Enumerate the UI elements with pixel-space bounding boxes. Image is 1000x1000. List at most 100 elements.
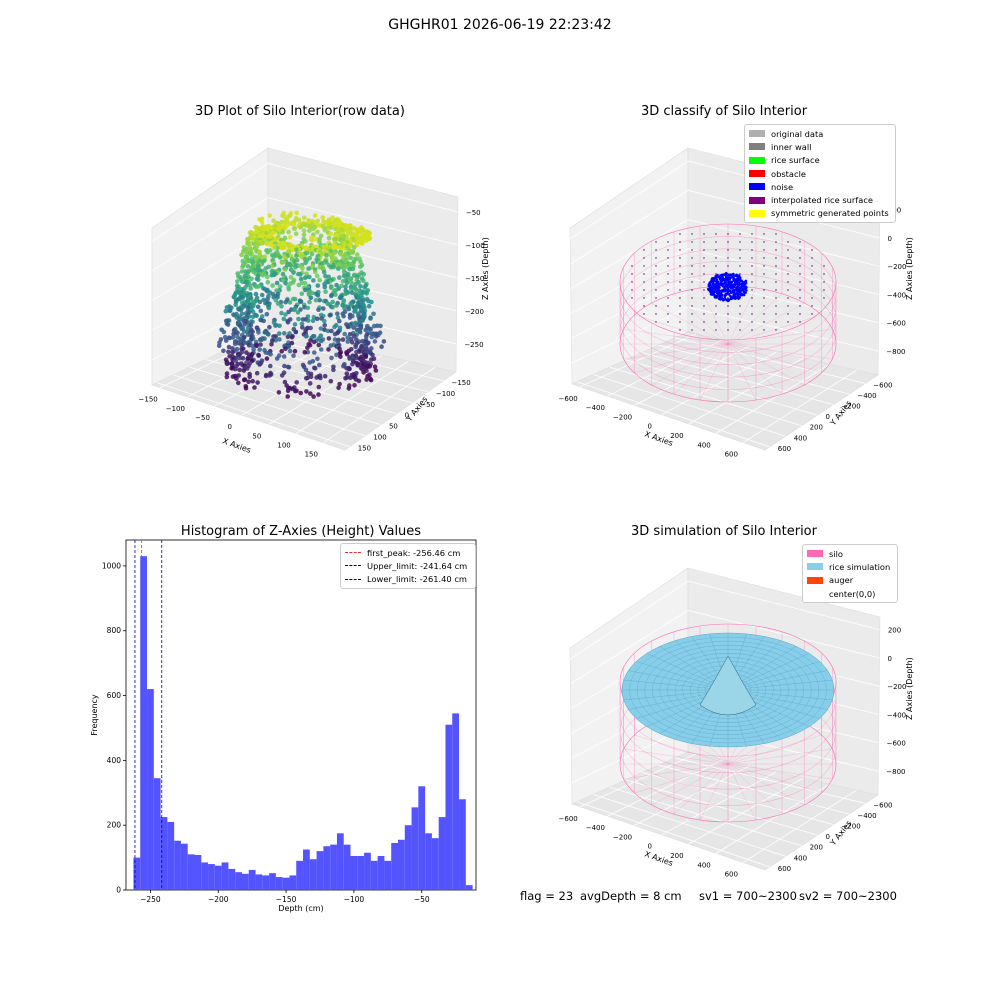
p2-grid-point bbox=[679, 297, 681, 299]
p1-point bbox=[259, 337, 264, 343]
p1-point bbox=[352, 309, 357, 314]
p1-point bbox=[281, 354, 287, 359]
p2-ztick: −800 bbox=[886, 348, 905, 356]
p2-grid-point bbox=[715, 257, 717, 259]
p2-grid-point bbox=[751, 297, 753, 299]
p1-point bbox=[229, 366, 234, 371]
p1-point bbox=[245, 241, 250, 247]
p2-grid-point bbox=[703, 289, 705, 291]
p1-point bbox=[285, 334, 291, 340]
p2-xtick: −400 bbox=[586, 404, 605, 412]
p2-grid-point bbox=[811, 257, 813, 259]
p2-grid-point bbox=[691, 289, 693, 291]
p2-noise-point bbox=[720, 274, 724, 277]
p2-grid-point bbox=[727, 321, 729, 323]
p2-noise-point bbox=[712, 290, 715, 294]
p2-grid-point bbox=[655, 313, 657, 315]
p1-point bbox=[227, 308, 232, 314]
p2-noise-point bbox=[714, 286, 718, 290]
p1-point bbox=[368, 316, 373, 321]
p1-point bbox=[337, 295, 343, 301]
p1-point bbox=[295, 310, 301, 315]
p1-point bbox=[372, 339, 378, 344]
p1-point bbox=[286, 365, 292, 370]
p1-point bbox=[267, 213, 272, 218]
p1-point bbox=[307, 274, 312, 280]
p1-point bbox=[241, 377, 247, 383]
p1-point bbox=[341, 266, 347, 271]
p2-grid-point bbox=[691, 281, 693, 283]
p4-ztick: −400 bbox=[887, 711, 906, 719]
p1-point bbox=[324, 260, 329, 265]
p1-point bbox=[311, 278, 316, 283]
p4-xtick: 600 bbox=[725, 871, 738, 879]
p1-point bbox=[255, 304, 261, 310]
p1-point bbox=[315, 218, 321, 224]
p1-point bbox=[282, 214, 288, 220]
p1-point bbox=[248, 252, 253, 257]
status-avg-depth: avgDepth = 8 cm bbox=[580, 889, 682, 903]
p1-point-cloud bbox=[216, 210, 387, 399]
p2-grid-point bbox=[691, 241, 693, 243]
p2-grid-point bbox=[751, 313, 753, 315]
p2-noise-point bbox=[729, 297, 732, 301]
p1-point bbox=[244, 250, 249, 256]
p1-point bbox=[283, 267, 288, 272]
p2-grid-point bbox=[775, 329, 777, 331]
p2-noise-point bbox=[723, 280, 727, 283]
p1-point bbox=[368, 326, 374, 332]
p1-point bbox=[328, 285, 334, 291]
p4-rice-surface bbox=[621, 632, 835, 748]
p1-point bbox=[333, 245, 339, 251]
p2-grid-point bbox=[775, 233, 777, 235]
p1-point bbox=[329, 293, 334, 299]
p1-point bbox=[243, 385, 249, 391]
p2-grid-point bbox=[763, 305, 765, 307]
p1-point bbox=[233, 366, 238, 372]
p2-grid-point bbox=[679, 233, 681, 235]
p2-noise-point bbox=[724, 277, 727, 281]
p2-grid-point bbox=[715, 265, 717, 267]
p1-point bbox=[366, 303, 372, 309]
p2-grid-point bbox=[811, 273, 813, 275]
p1-point bbox=[298, 276, 304, 282]
p1-grid-y bbox=[173, 374, 366, 437]
p1-point bbox=[255, 380, 260, 385]
p2-grid-point bbox=[799, 241, 801, 243]
p1-point bbox=[287, 348, 293, 354]
p2-noise-point bbox=[727, 280, 731, 283]
p1-point bbox=[305, 345, 310, 351]
p1-point bbox=[240, 264, 245, 270]
p1-point bbox=[334, 352, 339, 358]
p2-grid-point bbox=[823, 281, 825, 283]
p1-point bbox=[329, 355, 334, 361]
p2-grid-point bbox=[751, 249, 753, 251]
p1-point bbox=[237, 367, 242, 373]
p2-grid-point bbox=[763, 265, 765, 267]
p2-grid-point bbox=[691, 273, 693, 275]
legend-item: silo bbox=[807, 547, 893, 560]
p2-noise-point bbox=[723, 298, 727, 301]
p1-point bbox=[279, 310, 284, 316]
p2-grid-point bbox=[727, 305, 729, 307]
p1-point bbox=[355, 252, 360, 257]
p1-point bbox=[309, 251, 315, 257]
p1-point bbox=[318, 347, 324, 352]
p1-point bbox=[308, 338, 313, 343]
p1-point bbox=[369, 299, 374, 305]
p1-point bbox=[242, 322, 247, 327]
p1-point bbox=[328, 231, 334, 237]
p1-point bbox=[303, 260, 308, 266]
p1-point bbox=[317, 362, 322, 368]
p2-grid-point bbox=[679, 329, 681, 331]
p1-point bbox=[265, 279, 271, 285]
status-sv1: sv1 = 700~2300 bbox=[699, 889, 797, 903]
p2-grid-point bbox=[655, 297, 657, 299]
legend-swatch bbox=[807, 563, 823, 571]
p2-noise-point bbox=[739, 289, 742, 293]
p2-noise-point bbox=[735, 273, 738, 277]
p2-noise-point bbox=[727, 289, 731, 292]
p4-ytick: 600 bbox=[778, 865, 791, 873]
p1-point bbox=[267, 325, 272, 330]
p1-point bbox=[332, 331, 338, 337]
